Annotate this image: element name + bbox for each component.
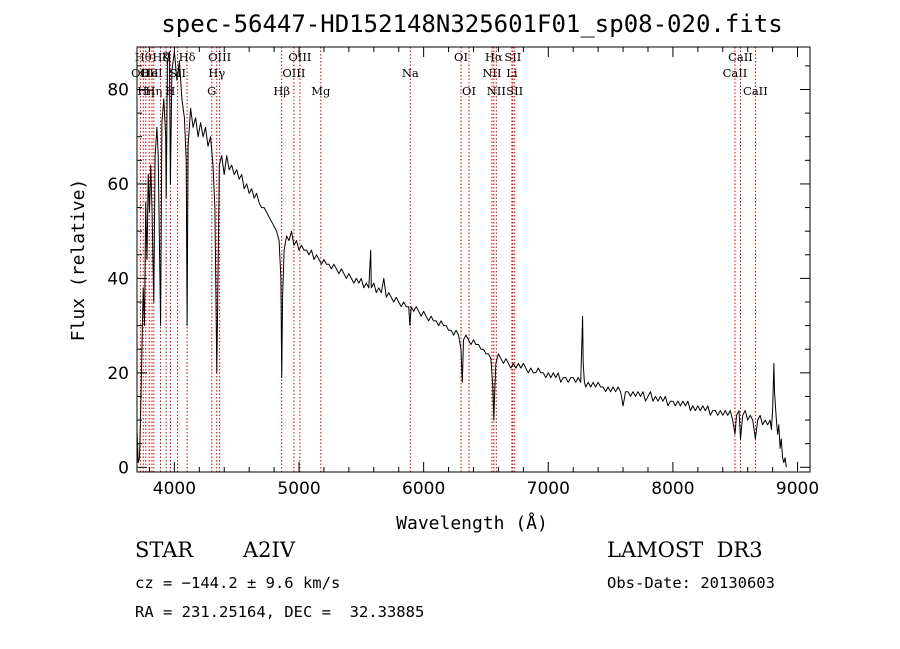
x-tick-label: 7000 bbox=[527, 479, 570, 499]
line-marker-label: Hα bbox=[485, 50, 503, 64]
redshift-value: cz = −144.2 ± 9.6 km/s bbox=[135, 574, 341, 592]
survey-name: LAMOST DR3 bbox=[607, 538, 763, 562]
line-marker-label: SII bbox=[504, 50, 521, 64]
line-marker-label: Hδ bbox=[179, 50, 196, 64]
y-tick-label: 0 bbox=[118, 458, 129, 478]
line-marker-label: NII bbox=[487, 84, 506, 98]
x-tick-label: 9000 bbox=[776, 479, 819, 499]
line-marker-label: Hγ bbox=[208, 66, 225, 80]
object-subclass: A2IV bbox=[243, 538, 295, 562]
line-marker-label: Na bbox=[402, 66, 419, 80]
line-marker-label: SII bbox=[506, 84, 523, 98]
line-marker-label: Hη bbox=[137, 84, 154, 98]
line-marker-label: CaII bbox=[723, 66, 748, 80]
y-tick-label: 80 bbox=[107, 81, 129, 101]
spectrum-series bbox=[136, 51, 787, 468]
object-class: STAR bbox=[135, 538, 194, 562]
line-marker-label: OI bbox=[454, 50, 468, 64]
line-marker-label: NII bbox=[482, 66, 501, 80]
plot-frame bbox=[136, 46, 811, 473]
line-markers: OIIHθHηOIIHeIHηHζKHSIIHδGHγOIIIHβOIIIOII… bbox=[131, 47, 768, 472]
line-marker-label: Hζ bbox=[152, 50, 168, 64]
x-tick-label: 5000 bbox=[277, 479, 320, 499]
spectrum-line bbox=[136, 51, 787, 468]
y-tick-label: 20 bbox=[107, 364, 129, 384]
axes: 4000 5000 6000 7000 8000 9000 0 20 40 60 80 bbox=[107, 46, 819, 499]
line-marker-label: Li bbox=[506, 66, 518, 80]
line-marker-label: OIII bbox=[282, 66, 305, 80]
x-tick-label: 6000 bbox=[402, 479, 445, 499]
x-axis-label: Wavelength (Å) bbox=[396, 512, 548, 534]
line-marker-label: OI bbox=[462, 84, 476, 98]
line-marker-label: K bbox=[162, 50, 171, 64]
coordinates: RA = 231.25164, DEC = 32.33885 bbox=[135, 603, 425, 621]
line-marker-label: OIII bbox=[208, 50, 231, 64]
line-marker-label: OII bbox=[131, 66, 150, 80]
line-marker-label: HeI bbox=[141, 66, 162, 80]
x-tick-label: 4000 bbox=[153, 479, 196, 499]
line-marker-label: Hβ bbox=[273, 84, 290, 98]
line-marker-label: CaII bbox=[728, 50, 753, 64]
x-tick-label: 8000 bbox=[651, 479, 694, 499]
line-marker-label: CaII bbox=[743, 84, 768, 98]
chart-title: spec-56447-HD152148N325601F01_sp08-020.f… bbox=[161, 10, 782, 38]
y-tick-label: 40 bbox=[107, 269, 129, 289]
line-marker-label: Mg bbox=[311, 84, 331, 98]
y-tick-label: 60 bbox=[107, 175, 129, 195]
line-marker-label: G bbox=[207, 84, 216, 98]
obs-date: Obs-Date: 20130603 bbox=[607, 574, 775, 592]
line-marker-label: Hθ bbox=[135, 50, 152, 64]
y-axis-label: Flux (relative) bbox=[68, 179, 89, 342]
line-marker-label: H bbox=[165, 84, 175, 98]
line-marker-label: Hη bbox=[145, 84, 162, 98]
line-marker-label: OIII bbox=[288, 50, 311, 64]
